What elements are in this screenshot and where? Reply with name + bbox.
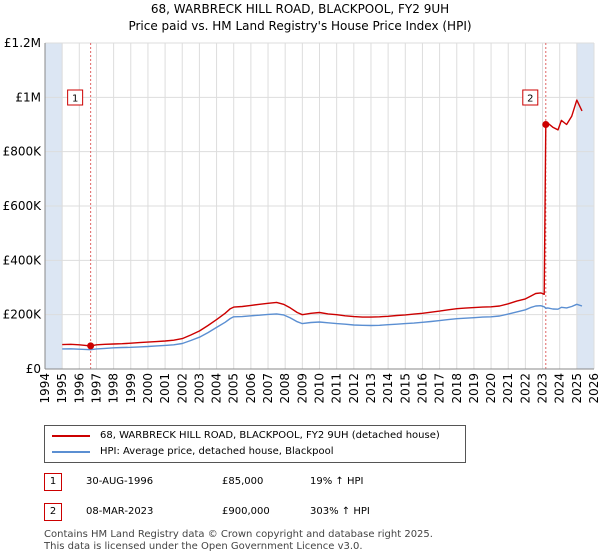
x-tick-label: 2006	[244, 373, 258, 404]
x-tick-label: 2015	[398, 373, 412, 404]
chart-subtitle: Price paid vs. HM Land Registry's House …	[128, 19, 472, 33]
sale-point	[542, 121, 550, 128]
x-tick-label: 2010	[313, 373, 327, 404]
x-tick-label: 2001	[158, 373, 172, 404]
x-tick-label: 2002	[175, 373, 189, 404]
property-series-line	[62, 99, 583, 347]
sale-marker-badge: 1	[44, 473, 62, 491]
legend-label-property: 68, WARBRECK HILL ROAD, BLACKPOOL, FY2 9…	[100, 430, 440, 441]
x-tick-label: 2020	[484, 373, 498, 404]
x-tick-label: 1998	[107, 373, 121, 404]
legend-swatch-hpi	[52, 451, 90, 453]
sale-price: £900,000	[222, 506, 270, 517]
footer-attribution: Contains HM Land Registry data © Crown c…	[44, 529, 433, 553]
chart-legend: 68, WARBRECK HILL ROAD, BLACKPOOL, FY2 9…	[44, 425, 466, 463]
x-tick-label: 2007	[261, 373, 275, 404]
x-tick-label: 2012	[347, 373, 361, 404]
x-tick-label: 2025	[570, 373, 584, 404]
x-tick-label: 2016	[415, 373, 429, 404]
y-tick-label: £400K	[3, 253, 43, 267]
x-tick-label: 1999	[124, 373, 138, 404]
sale-marker-box	[67, 89, 84, 106]
sale-hpi-change: 303% ↑ HPI	[310, 506, 370, 517]
x-tick-label: 1996	[72, 373, 86, 404]
x-tick-label: 2004	[210, 373, 224, 404]
x-tick-label: 2021	[501, 373, 515, 404]
y-tick-label: £1M	[15, 90, 41, 104]
x-tick-label: 2026	[587, 373, 600, 404]
sale-marker-label: 1	[72, 94, 78, 105]
x-tick-label: 2018	[450, 373, 464, 404]
x-tick-label: 1994	[38, 373, 52, 404]
legend-swatch-property	[52, 435, 90, 437]
x-tick-label: 1997	[89, 373, 103, 404]
y-tick-label: £800K	[3, 145, 43, 159]
hpi-series-line	[62, 303, 583, 351]
sale-date: 08-MAR-2023	[86, 506, 154, 517]
chart-title-block: 68, WARBRECK HILL ROAD, BLACKPOOL, FY2 9…	[0, 1, 600, 35]
x-tick-label: 2014	[381, 373, 395, 404]
chart-title: 68, WARBRECK HILL ROAD, BLACKPOOL, FY2 9…	[150, 2, 450, 16]
sale-price: £85,000	[222, 476, 264, 487]
x-tick-label: 2011	[330, 373, 344, 404]
x-tick-label: 2024	[553, 373, 567, 404]
x-tick-label: 1995	[55, 373, 69, 404]
y-tick-label: £0	[26, 362, 41, 376]
x-tick-label: 2009	[295, 373, 309, 404]
x-tick-label: 2017	[433, 373, 447, 404]
sale-point	[87, 342, 95, 350]
sale-date: 30-AUG-1996	[86, 476, 154, 487]
sale-marker-box	[522, 89, 539, 106]
sale-marker-badge: 2	[44, 503, 62, 521]
x-tick-label: 2013	[364, 373, 378, 404]
y-tick-label: £200K	[3, 308, 43, 322]
footer-licence: This data is licensed under the Open Gov…	[44, 541, 363, 552]
x-tick-label: 2023	[536, 373, 550, 404]
x-tick-label: 2008	[278, 373, 292, 404]
x-tick-label: 2000	[141, 373, 155, 404]
legend-label-hpi: HPI: Average price, detached house, Blac…	[100, 446, 334, 457]
x-tick-label: 2005	[227, 373, 241, 404]
x-tick-label: 2003	[192, 373, 206, 404]
sale-marker-label: 2	[527, 94, 533, 105]
footer-copyright: Contains HM Land Registry data © Crown c…	[44, 529, 433, 540]
x-tick-label: 2022	[518, 373, 532, 404]
x-tick-label: 2019	[467, 373, 481, 404]
sale-hpi-change: 19% ↑ HPI	[310, 476, 364, 487]
y-tick-label: £600K	[3, 199, 43, 213]
y-tick-label: £1.2M	[4, 36, 41, 50]
